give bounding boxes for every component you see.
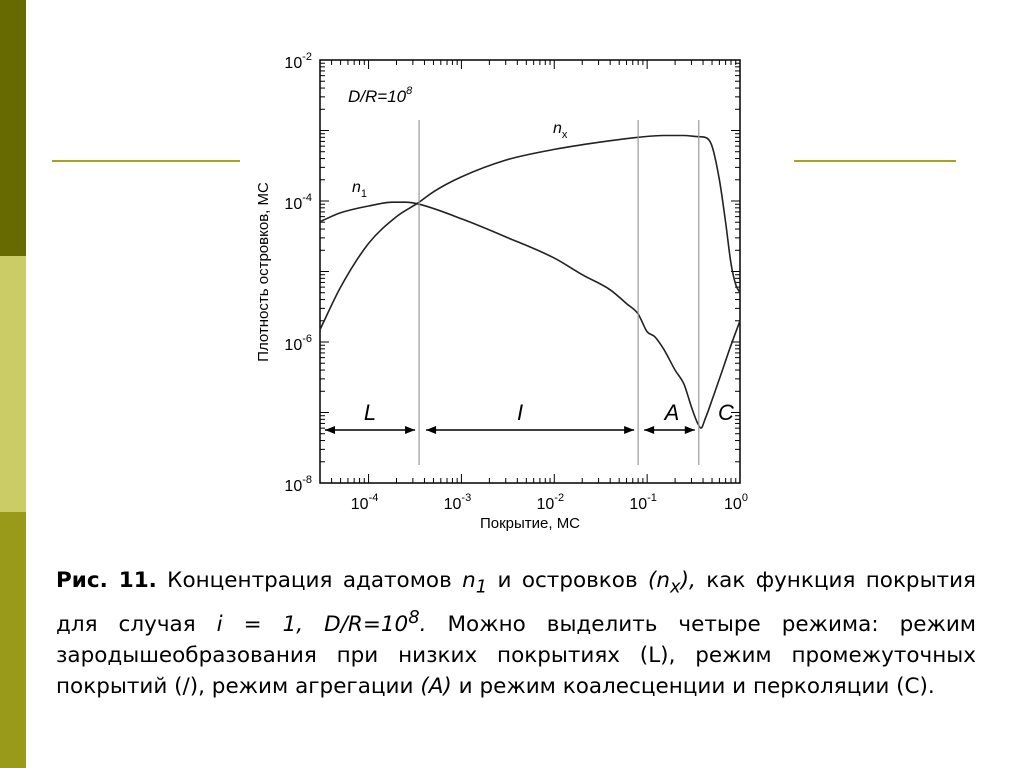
- island-density-chart: 10-4 10-3 10-2 10-1 100 10-2 10-4 10-6 10-8 D/R=1…: [255, 51, 748, 532]
- side-bar-bottom-segment: [0, 512, 26, 768]
- x-axis-title: Покрытие, МС: [480, 515, 580, 532]
- caption-superscript: 8: [408, 607, 420, 629]
- title-accent-line-left: [52, 160, 240, 162]
- side-decoration-bar: [0, 0, 26, 768]
- series-line-n1: [319, 201, 741, 429]
- caption-figure-label: Рис. 11.: [56, 568, 157, 593]
- regime-arrow-head: [684, 426, 695, 434]
- y-tick-label: 10-4: [284, 192, 312, 213]
- y-tick-label: 10-2: [284, 51, 312, 72]
- regime-arrow-head: [325, 426, 335, 434]
- y-tick-label: 10-6: [284, 333, 312, 354]
- regime-arrow-head: [426, 426, 437, 434]
- x-tick-label: 10-1: [629, 492, 657, 513]
- regime-arrow-head: [624, 426, 635, 434]
- caption-condition-end: .: [419, 612, 427, 638]
- caption-regime-a: (A): [420, 674, 452, 700]
- regime-label-L: L: [364, 400, 376, 425]
- regime-label-C: C: [718, 400, 734, 425]
- caption-symbol-n: n: [462, 568, 476, 593]
- caption-text: Можно выделить четыре режима: режим заро…: [56, 612, 977, 700]
- x-tick-label: 10-3: [444, 492, 472, 513]
- caption-symbol-close: ),: [680, 568, 696, 593]
- caption-condition: i = 1, D/R=10: [216, 612, 409, 638]
- regime-arrow-head: [644, 426, 655, 434]
- caption-subscript: x: [670, 576, 681, 598]
- side-bar-top-segment: [0, 0, 26, 256]
- caption-text: как функция покрытия для случая: [56, 568, 976, 638]
- figure-caption: Рис. 11. Концентрация адатомов n1 и остр…: [56, 565, 976, 702]
- y-tick-label: 10-8: [284, 474, 312, 495]
- side-bar-middle-segment: [0, 256, 26, 512]
- x-tick-label: 100: [724, 492, 748, 513]
- caption-subscript: 1: [475, 576, 488, 598]
- series-line-nx: [319, 134, 741, 330]
- series-label-nx: nx: [553, 120, 568, 141]
- caption-text: Концентрация адатомов: [156, 568, 463, 593]
- caption-symbol-nx: (n: [647, 568, 670, 593]
- caption-text: и режим коалесценции и перколяции (С).: [451, 674, 935, 700]
- regime-arrow-head: [405, 426, 416, 434]
- series-label-n1: n1: [352, 179, 367, 200]
- condition-label: D/R=108: [348, 85, 413, 106]
- x-tick-label: 10-2: [536, 492, 564, 513]
- regime-label-I: I: [517, 400, 523, 425]
- regime-label-A: A: [663, 400, 680, 425]
- title-accent-line-right: [794, 160, 956, 162]
- x-tick-label: 10-4: [351, 492, 379, 513]
- caption-text: и островков: [487, 568, 648, 593]
- y-axis-title: Плотность островков, МС: [255, 182, 272, 362]
